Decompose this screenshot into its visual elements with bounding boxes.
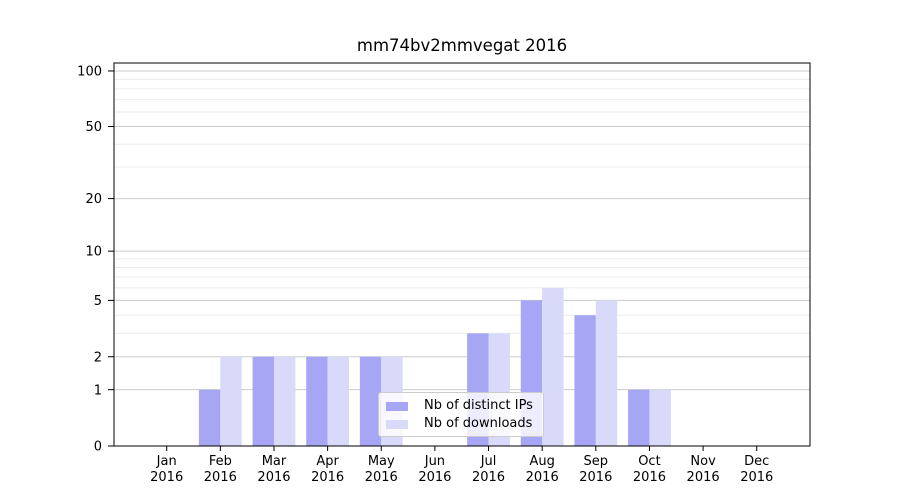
x-tick-label-year: 2016 bbox=[204, 470, 237, 485]
y-tick-label: 50 bbox=[85, 120, 102, 135]
chart-title: mm74bv2mmvegat 2016 bbox=[356, 36, 568, 55]
x-tick-label-year: 2016 bbox=[579, 470, 612, 485]
x-tick-label-month: Aug bbox=[529, 454, 554, 469]
x-tick-label-year: 2016 bbox=[472, 470, 505, 485]
x-tick-label-month: Apr bbox=[316, 454, 339, 469]
x-tick-label-month: Nov bbox=[690, 454, 716, 469]
bar-downloads-oct bbox=[649, 389, 671, 446]
y-tick-label: 0 bbox=[94, 440, 102, 455]
x-tick-label-year: 2016 bbox=[150, 470, 183, 485]
bar-distinct-ips-may bbox=[359, 356, 382, 446]
x-tick-label-year: 2016 bbox=[687, 470, 720, 485]
y-tick-label: 1 bbox=[94, 383, 102, 398]
bar-distinct-ips-sep bbox=[574, 315, 596, 446]
legend-swatch-downloads-icon bbox=[386, 419, 408, 429]
x-tick-label-year: 2016 bbox=[311, 470, 344, 485]
bar-distinct-ips-apr bbox=[306, 356, 328, 446]
legend-label-downloads: Nb of downloads bbox=[424, 416, 533, 431]
legend-item-downloads: Nb of downloads bbox=[386, 415, 533, 433]
x-tick-label-month: Jan bbox=[156, 454, 177, 469]
bar-distinct-ips-oct bbox=[628, 389, 650, 446]
x-tick-label-year: 2016 bbox=[257, 470, 290, 485]
y-tick-label: 100 bbox=[77, 65, 102, 80]
y-tick-label: 10 bbox=[85, 245, 102, 260]
legend-item-distinct-ips: Nb of distinct IPs bbox=[386, 397, 533, 415]
legend-swatch-distinct-ips-icon bbox=[386, 401, 408, 411]
bar-downloads-mar bbox=[273, 356, 296, 446]
bar-downloads-feb bbox=[220, 356, 242, 446]
x-tick-label-year: 2016 bbox=[526, 470, 559, 485]
y-tick-label: 2 bbox=[94, 350, 102, 365]
x-tick-label-month: Jun bbox=[424, 454, 445, 469]
y-tick-label: 5 bbox=[94, 294, 102, 309]
bar-distinct-ips-feb bbox=[198, 389, 221, 446]
x-tick-label-month: Dec bbox=[744, 454, 769, 469]
y-tick-label: 20 bbox=[85, 192, 102, 207]
legend: Nb of distinct IPs Nb of downloads bbox=[378, 392, 544, 437]
axes-frame bbox=[113, 62, 811, 447]
x-tick-label-month: Oct bbox=[638, 454, 660, 469]
legend-label-distinct-ips: Nb of distinct IPs bbox=[424, 398, 533, 413]
bar-downloads-sep bbox=[595, 300, 618, 446]
x-tick-label-month: May bbox=[368, 454, 395, 469]
x-tick-label-year: 2016 bbox=[740, 470, 773, 485]
bar-distinct-ips-mar bbox=[252, 356, 274, 446]
x-tick-label-month: Feb bbox=[209, 454, 232, 469]
x-tick-label-month: Sep bbox=[584, 454, 609, 469]
x-tick-label-year: 2016 bbox=[418, 470, 451, 485]
x-tick-label-year: 2016 bbox=[633, 470, 666, 485]
bar-downloads-apr bbox=[327, 356, 350, 446]
x-tick-label-month: Jul bbox=[480, 454, 497, 469]
x-tick-label-year: 2016 bbox=[365, 470, 398, 485]
x-tick-label-month: Mar bbox=[262, 454, 287, 469]
bar-downloads-aug bbox=[542, 287, 564, 446]
